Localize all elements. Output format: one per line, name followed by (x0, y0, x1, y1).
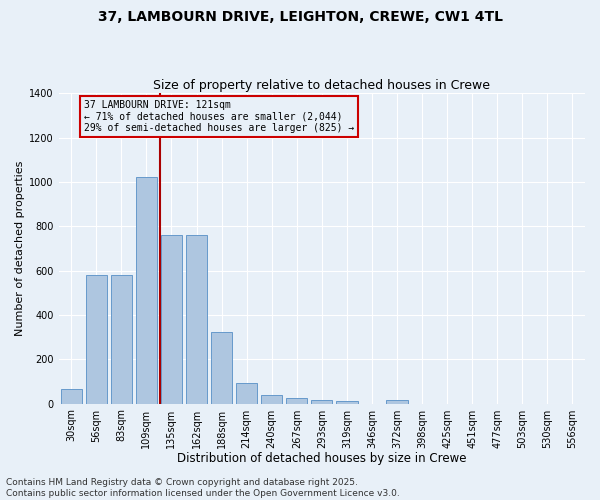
X-axis label: Distribution of detached houses by size in Crewe: Distribution of detached houses by size … (177, 452, 467, 465)
Text: 37 LAMBOURN DRIVE: 121sqm
← 71% of detached houses are smaller (2,044)
29% of se: 37 LAMBOURN DRIVE: 121sqm ← 71% of detac… (84, 100, 354, 133)
Bar (286, 398, 307, 404)
Bar (211, 332, 232, 404)
Bar (110, 275, 132, 404)
Y-axis label: Number of detached properties: Number of detached properties (15, 160, 25, 336)
Bar (186, 235, 207, 404)
Bar (311, 400, 332, 404)
Bar (386, 400, 407, 404)
Bar (336, 400, 358, 404)
Title: Size of property relative to detached houses in Crewe: Size of property relative to detached ho… (154, 79, 490, 92)
Bar (136, 178, 157, 404)
Bar (236, 383, 257, 404)
Bar (61, 389, 82, 404)
Bar (161, 235, 182, 404)
Text: 37, LAMBOURN DRIVE, LEIGHTON, CREWE, CW1 4TL: 37, LAMBOURN DRIVE, LEIGHTON, CREWE, CW1… (97, 10, 503, 24)
Bar (86, 276, 107, 404)
Bar (261, 394, 283, 404)
Text: Contains HM Land Registry data © Crown copyright and database right 2025.
Contai: Contains HM Land Registry data © Crown c… (6, 478, 400, 498)
